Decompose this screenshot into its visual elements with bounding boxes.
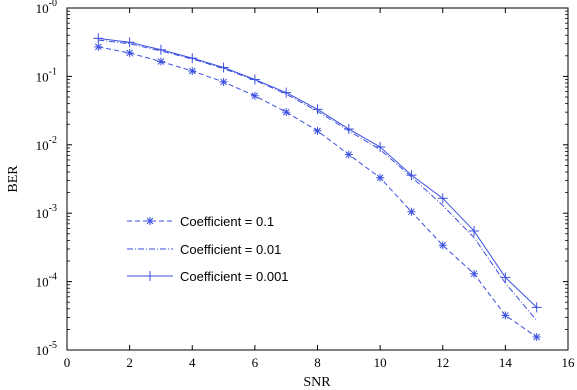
data-point-star [407,208,415,216]
data-point-star [220,78,228,86]
y-tick-label: 10-0 [36,0,57,16]
data-point-star [345,151,353,159]
x-tick-label: 4 [189,355,196,370]
y-tick-label: 10-3 [36,203,57,221]
x-tick-label: 0 [64,355,71,370]
x-tick-label: 16 [562,355,576,370]
y-tick-label: 10-1 [36,66,57,84]
legend-label: Coefficient = 0.001 [180,269,289,284]
data-point-star [282,108,290,116]
data-point-star [188,67,196,75]
x-axis-label: SNR [303,375,331,390]
x-tick-label: 14 [499,355,513,370]
legend-label: Coefficient = 0.01 [180,242,281,257]
y-tick-label: 10-5 [36,340,57,358]
data-point-star [157,58,165,66]
y-tick-label: 10-4 [36,272,57,290]
x-tick-label: 6 [252,355,259,370]
data-point-star [251,92,259,100]
y-axis-label: BER [6,165,21,193]
x-tick-label: 2 [126,355,133,370]
x-tick-label: 10 [374,355,387,370]
data-point-star [470,270,478,278]
legend-label: Coefficient = 0.1 [180,214,274,229]
data-point-star [533,333,541,341]
data-point-star [376,174,384,182]
data-point-star [94,43,102,51]
data-point-star [146,217,154,225]
data-point-star [501,311,509,319]
data-point-star [314,127,322,135]
x-tick-label: 12 [436,355,449,370]
x-tick-label: 8 [314,355,321,370]
data-point-star [126,49,134,57]
y-tick-label: 10-2 [36,135,57,153]
data-point-star [439,241,447,249]
